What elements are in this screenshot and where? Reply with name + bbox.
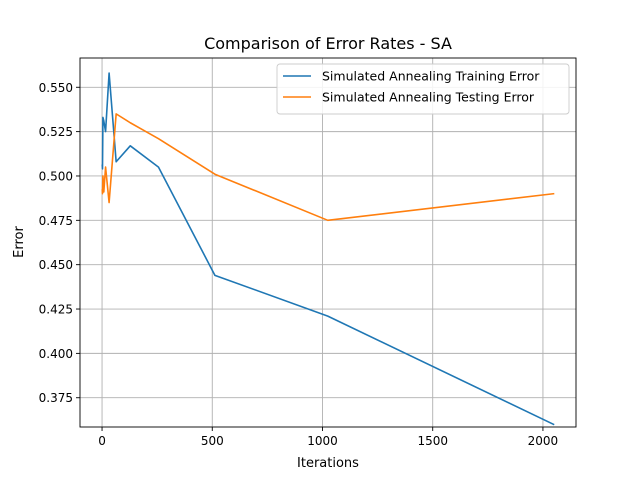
x-tick-label: 1500 bbox=[417, 434, 448, 448]
legend-box bbox=[276, 63, 570, 115]
y-tick-label: 0.400 bbox=[39, 347, 73, 361]
chart-title: Comparison of Error Rates - SA bbox=[204, 34, 452, 53]
x-tick-label: 2000 bbox=[528, 434, 559, 448]
series-lines bbox=[101, 72, 555, 426]
y-tick-label: 0.550 bbox=[39, 81, 73, 95]
legend-label-2: Simulated Annealing Testing Error bbox=[322, 90, 535, 105]
y-tick-label: 0.475 bbox=[39, 214, 73, 228]
y-tick-label: 0.525 bbox=[39, 125, 73, 139]
x-tick-label: 0 bbox=[98, 434, 106, 448]
legend-label-1: Simulated Annealing Training Error bbox=[322, 69, 540, 84]
series-line-2 bbox=[101, 113, 555, 222]
x-axis-label: Iterations bbox=[297, 456, 359, 471]
y-axis-ticks: 0.375 0.400 0.425 0.450 0.475 0.500 0.525 0.550 bbox=[39, 81, 80, 405]
y-tick-label: 0.500 bbox=[39, 169, 73, 183]
legend: Simulated Annealing Training Error Simula… bbox=[276, 63, 570, 115]
y-axis-label: Error bbox=[12, 226, 27, 258]
y-tick-label: 0.425 bbox=[39, 303, 73, 317]
plot-frame bbox=[79, 57, 577, 428]
x-tick-label: 1000 bbox=[307, 434, 338, 448]
y-tick-label: 0.450 bbox=[39, 258, 73, 272]
y-tick-label: 0.375 bbox=[39, 391, 73, 405]
x-tick-label: 500 bbox=[201, 434, 224, 448]
x-axis-ticks: 0 500 1000 1500 2000 bbox=[98, 427, 558, 448]
series-line-1 bbox=[101, 72, 555, 426]
